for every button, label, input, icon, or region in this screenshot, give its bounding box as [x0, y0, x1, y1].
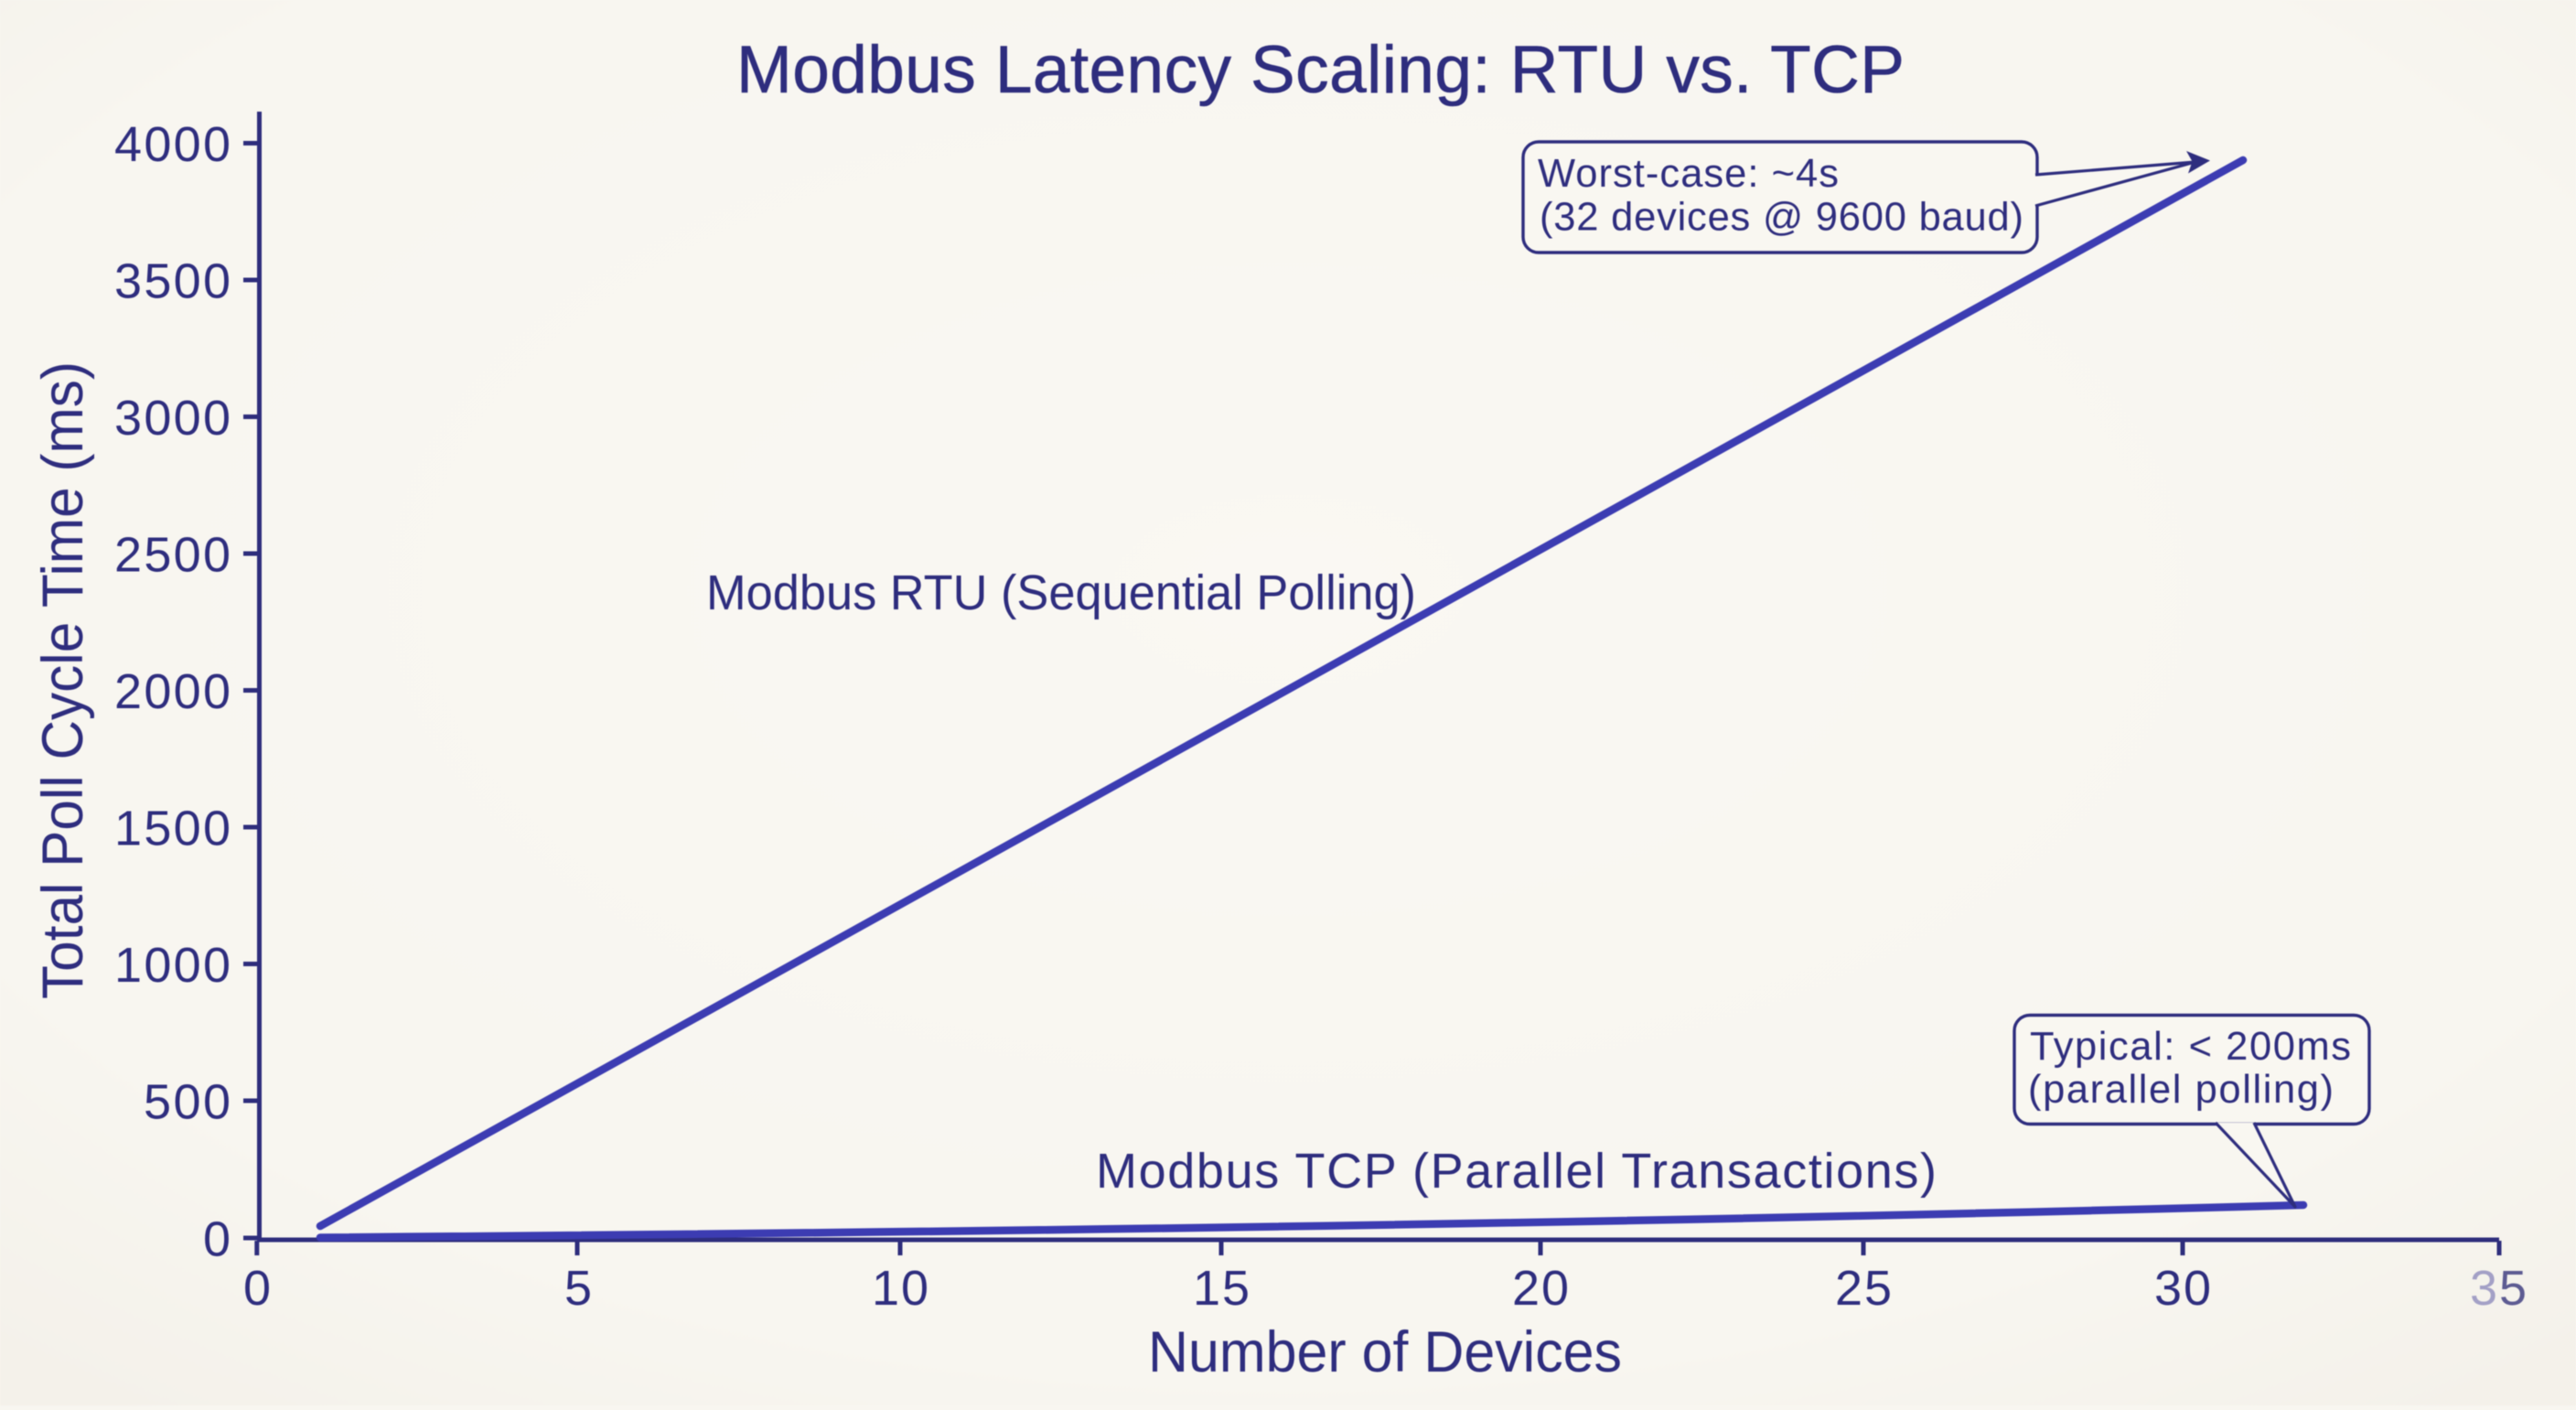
svg-text:Number of Devices: Number of Devices [1148, 1320, 1622, 1384]
svg-text:0: 0 [203, 1212, 231, 1267]
svg-text:25: 25 [1835, 1261, 1892, 1316]
svg-text:10: 10 [872, 1261, 928, 1316]
svg-text:15: 15 [1193, 1261, 1250, 1316]
svg-text:30: 30 [2154, 1261, 2211, 1316]
svg-text:Total Poll Cycle Time (ms): Total Poll Cycle Time (ms) [31, 361, 95, 999]
svg-text:(parallel polling): (parallel polling) [2028, 1068, 2334, 1112]
svg-text:500: 500 [144, 1075, 231, 1130]
svg-text:Worst-case: ~4s: Worst-case: ~4s [1538, 152, 1839, 196]
svg-text:0: 0 [243, 1261, 271, 1316]
svg-text:Modbus RTU (Sequential Polling: Modbus RTU (Sequential Polling) [706, 565, 1416, 620]
svg-text:Modbus Latency Scaling: RTU vs: Modbus Latency Scaling: RTU vs. TCP [736, 33, 1905, 107]
svg-text:(32 devices @ 9600 baud): (32 devices @ 9600 baud) [1540, 196, 2023, 240]
svg-text:5: 5 [564, 1261, 592, 1316]
svg-text:35: 35 [2470, 1261, 2527, 1316]
svg-text:20: 20 [1512, 1261, 1569, 1316]
svg-text:Modbus TCP (Parallel Transacti: Modbus TCP (Parallel Transactions) [1096, 1144, 1937, 1199]
svg-text:Typical: < 200ms: Typical: < 200ms [2030, 1025, 2351, 1069]
